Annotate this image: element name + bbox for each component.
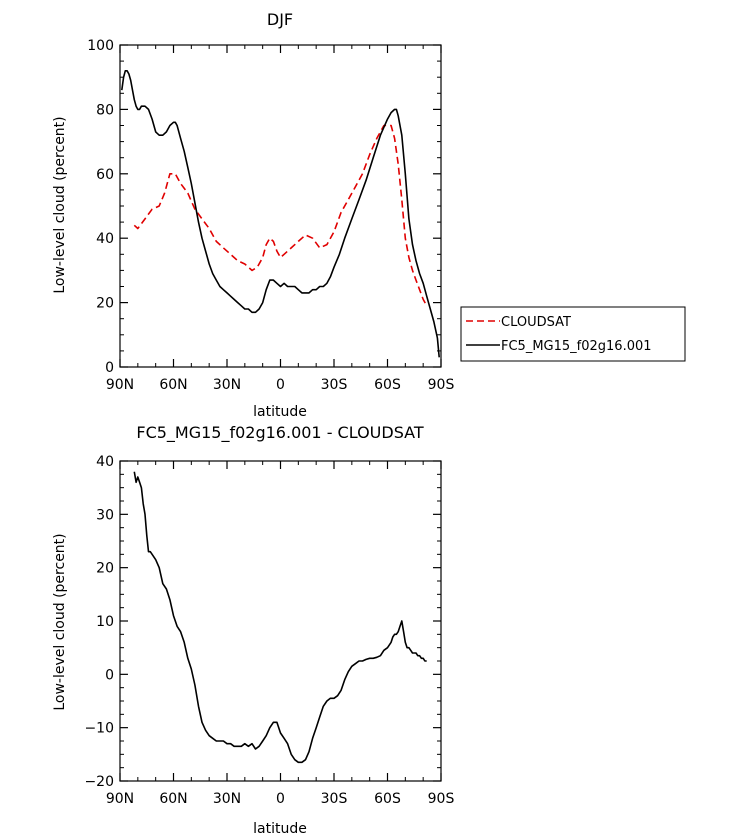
x-tick-label: 30N	[213, 791, 241, 807]
difference-chart: FC5_MG15_f02g16.001 - CLOUDSAT 90N 60N 30N…	[52, 423, 454, 837]
y-tick-label: 40	[96, 454, 114, 470]
x-tick-label: 30N	[213, 377, 241, 393]
x-tick-label: 60S	[374, 791, 401, 807]
y-tick-label: 0	[105, 667, 114, 683]
series-line-cloudsat	[133, 124, 428, 307]
y-tick-label: 20	[96, 561, 114, 577]
x-tick-label: 0	[276, 377, 285, 393]
plot-area: 90N 60N 30N 0 30S 60S 90S −20 −10 0 10 20 30 40	[84, 454, 454, 807]
x-axis-title: latitude	[253, 821, 307, 837]
y-tick-label: 100	[87, 38, 114, 54]
y-tick-label: −10	[84, 721, 114, 737]
y-axis-title: Low-level cloud (percent)	[52, 533, 68, 710]
y-axis-title: Low-level cloud (percent)	[52, 116, 68, 293]
x-tick-label: 90N	[106, 377, 134, 393]
djf-chart: DJF 90N 60N 30N 0 30S 60S 90S 0 20 40 60 80 100 lati…	[52, 10, 686, 420]
legend-label-model: FC5_MG15_f02g16.001	[501, 339, 652, 354]
x-tick-label: 60N	[159, 791, 187, 807]
x-tick-label: 30S	[321, 377, 348, 393]
plot-area: 90N 60N 30N 0 30S 60S 90S 0 20 40 60 80 100	[87, 38, 454, 393]
y-tick-label: 80	[96, 102, 114, 118]
x-tick-label: 0	[276, 791, 285, 807]
y-tick-label: 0	[105, 360, 114, 376]
y-tick-label: 30	[96, 507, 114, 523]
legend: CLOUDSAT FC5_MG15_f02g16.001	[460, 306, 686, 362]
series-line-0	[133, 471, 427, 764]
plot-frame	[119, 44, 442, 368]
chart-title: FC5_MG15_f02g16.001 - CLOUDSAT	[136, 423, 423, 443]
x-tick-label: 90S	[428, 377, 455, 393]
y-tick-label: 60	[96, 167, 114, 183]
y-tick-label: 20	[96, 296, 114, 312]
x-tick-label: 90S	[428, 791, 455, 807]
y-tick-label: 10	[96, 614, 114, 630]
legend-box	[460, 306, 686, 362]
x-tick-label: 30S	[321, 791, 348, 807]
chart-title: DJF	[267, 10, 293, 29]
x-tick-label: 60N	[159, 377, 187, 393]
x-tick-label: 60S	[374, 377, 401, 393]
series-line-fc5-mg15-f02g16-001	[121, 70, 440, 358]
y-tick-label: −20	[84, 774, 114, 790]
x-axis-title: latitude	[253, 404, 307, 420]
legend-label-cloudsat: CLOUDSAT	[501, 315, 571, 330]
y-tick-label: 40	[96, 231, 114, 247]
x-tick-label: 90N	[106, 791, 134, 807]
